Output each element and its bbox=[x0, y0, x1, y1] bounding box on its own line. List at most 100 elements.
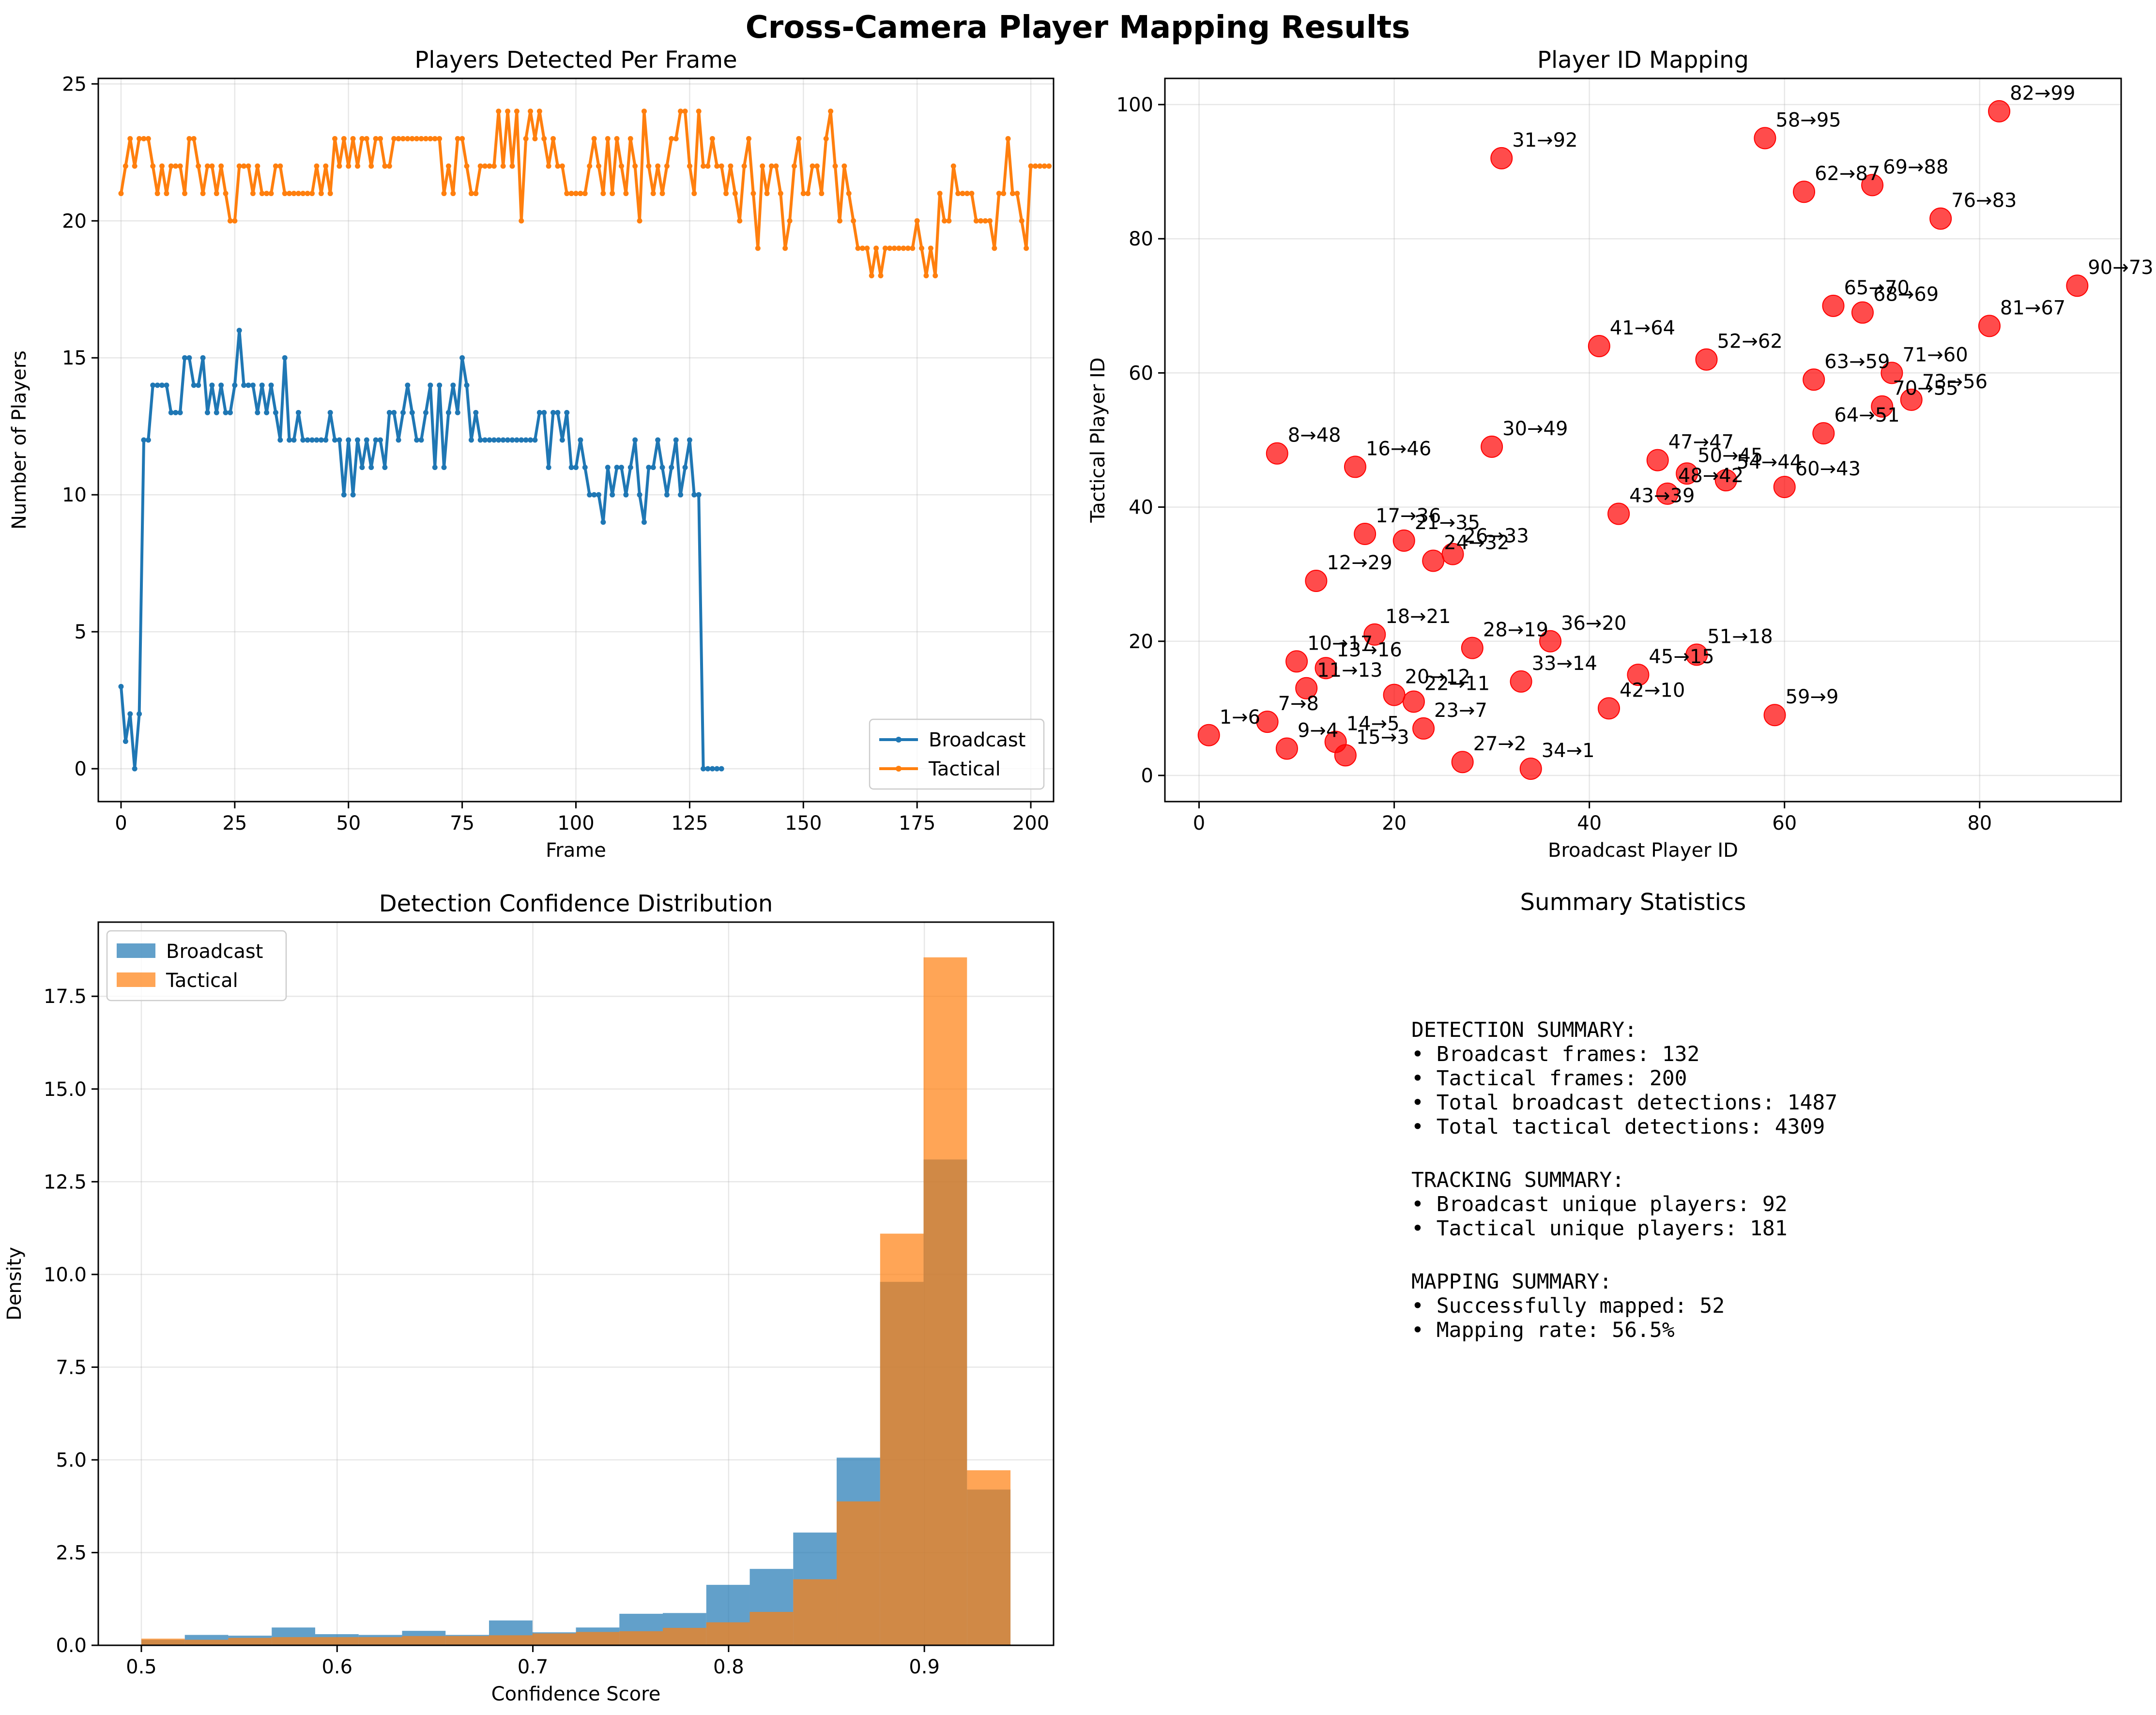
data-point-broadcast bbox=[587, 492, 593, 498]
mapping-point bbox=[1861, 174, 1884, 197]
data-point-broadcast bbox=[623, 492, 629, 498]
data-point-tactical bbox=[973, 218, 979, 224]
data-point-tactical bbox=[309, 191, 315, 197]
data-point-tactical bbox=[1024, 245, 1029, 251]
mapping-label: 59→9 bbox=[1786, 686, 1839, 708]
data-point-tactical bbox=[300, 191, 306, 197]
data-point-tactical bbox=[382, 163, 388, 169]
data-point-broadcast bbox=[386, 410, 392, 415]
data-point-broadcast bbox=[428, 382, 433, 388]
x-tick-label: 0.5 bbox=[126, 1656, 157, 1678]
data-point-tactical bbox=[873, 245, 879, 251]
data-point-broadcast bbox=[391, 410, 397, 415]
data-point-tactical bbox=[614, 136, 620, 141]
data-point-tactical bbox=[796, 136, 802, 141]
data-point-broadcast bbox=[596, 492, 601, 498]
data-point-tactical bbox=[173, 163, 179, 169]
mapping-label: 9→4 bbox=[1298, 720, 1338, 742]
mapping-label: 11→13 bbox=[1317, 659, 1382, 682]
x-tick-label: 150 bbox=[785, 812, 822, 835]
data-point-tactical bbox=[782, 245, 788, 251]
legend-label: Broadcast bbox=[929, 729, 1025, 751]
data-point-broadcast bbox=[132, 766, 138, 772]
data-point-broadcast bbox=[364, 437, 369, 443]
id-mapping-chart: 1→6 7→8 8→48 9→4 10→17 11→13 12→29 13→16 14→515→… bbox=[1087, 46, 2154, 862]
data-point-tactical bbox=[1005, 136, 1011, 141]
data-point-tactical bbox=[582, 191, 588, 197]
histogram-bar-tactical bbox=[489, 1635, 533, 1645]
data-point-tactical bbox=[468, 191, 474, 197]
data-point-tactical bbox=[550, 136, 556, 141]
data-point-tactical bbox=[154, 191, 160, 197]
data-point-tactical bbox=[618, 163, 624, 169]
data-point-tactical bbox=[168, 163, 174, 169]
mapping-label: 8→48 bbox=[1288, 425, 1341, 447]
data-point-tactical bbox=[732, 191, 738, 197]
mapping-point bbox=[1978, 315, 2001, 337]
mapping-point bbox=[1929, 207, 1952, 230]
data-point-tactical bbox=[950, 163, 956, 169]
data-point-tactical bbox=[355, 163, 361, 169]
data-point-tactical bbox=[891, 245, 897, 251]
data-point-broadcast bbox=[482, 437, 488, 443]
mapping-label: 20→12 bbox=[1405, 666, 1470, 688]
data-point-tactical bbox=[887, 245, 893, 251]
mapping-point bbox=[1676, 462, 1698, 485]
data-point-broadcast bbox=[323, 437, 329, 443]
y-tick-label: 40 bbox=[1129, 497, 1153, 519]
data-point-broadcast bbox=[477, 437, 483, 443]
mapping-point bbox=[1315, 657, 1337, 680]
y-tick-label: 5.0 bbox=[56, 1449, 87, 1472]
data-point-broadcast bbox=[459, 355, 465, 361]
histogram-bar-tactical bbox=[358, 1637, 402, 1645]
data-point-broadcast bbox=[632, 437, 638, 443]
data-point-tactical bbox=[159, 163, 165, 169]
mapping-label: 41→64 bbox=[1610, 317, 1675, 339]
data-point-tactical bbox=[896, 245, 902, 251]
data-point-tactical bbox=[996, 191, 1002, 197]
plot-area bbox=[98, 78, 1054, 802]
data-point-tactical bbox=[418, 136, 424, 141]
data-point-tactical bbox=[819, 191, 825, 197]
histogram-bar-tactical bbox=[923, 957, 967, 1645]
data-point-tactical bbox=[232, 218, 238, 224]
data-point-tactical bbox=[764, 191, 770, 197]
data-point-tactical bbox=[250, 191, 256, 197]
data-point-tactical bbox=[227, 218, 233, 224]
mapping-label: 82→99 bbox=[2010, 82, 2075, 105]
data-point-broadcast bbox=[277, 437, 283, 443]
data-point-broadcast bbox=[127, 711, 133, 717]
x-tick-label: 75 bbox=[450, 812, 474, 835]
data-point-tactical bbox=[245, 163, 251, 169]
data-point-tactical bbox=[992, 245, 997, 251]
data-point-tactical bbox=[632, 163, 638, 169]
y-tick-label: 17.5 bbox=[44, 986, 87, 1008]
data-point-broadcast bbox=[687, 437, 692, 443]
data-point-broadcast bbox=[137, 711, 142, 717]
data-point-tactical bbox=[273, 163, 278, 169]
data-point-broadcast bbox=[400, 410, 406, 415]
data-point-tactical bbox=[578, 191, 583, 197]
mapping-label: 31→92 bbox=[1512, 129, 1577, 152]
mapping-label: 26→33 bbox=[1464, 525, 1529, 547]
data-point-broadcast bbox=[500, 437, 506, 443]
data-point-broadcast bbox=[610, 492, 615, 498]
data-point-broadcast bbox=[655, 437, 661, 443]
x-tick-label: 100 bbox=[557, 812, 594, 835]
data-point-broadcast bbox=[505, 437, 511, 443]
legend-marker bbox=[896, 766, 902, 772]
data-point-broadcast bbox=[582, 465, 588, 470]
data-point-broadcast bbox=[368, 465, 374, 470]
y-tick-label: 100 bbox=[1116, 94, 1153, 116]
data-point-tactical bbox=[714, 163, 720, 169]
data-point-broadcast bbox=[627, 465, 633, 470]
data-point-broadcast bbox=[523, 437, 529, 443]
y-axis-label: Tactical Player ID bbox=[1087, 357, 1109, 523]
data-point-tactical bbox=[864, 245, 870, 251]
data-point-tactical bbox=[687, 163, 692, 169]
data-point-broadcast bbox=[705, 766, 711, 772]
legend-label: Tactical bbox=[166, 970, 238, 992]
x-tick-label: 200 bbox=[1012, 812, 1049, 835]
data-point-tactical bbox=[905, 245, 911, 251]
mapping-label: 10→17 bbox=[1307, 632, 1373, 654]
